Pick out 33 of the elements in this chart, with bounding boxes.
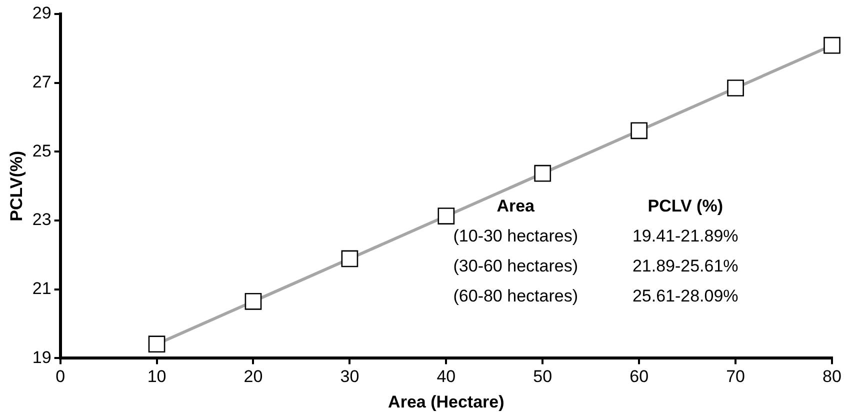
point — [341, 250, 358, 268]
x-tick-label: 40 — [436, 367, 456, 386]
x-tick-label: 50 — [533, 367, 552, 386]
annotation: PCLV (%) — [648, 196, 724, 216]
point — [534, 164, 552, 182]
x-tick-label: 30 — [340, 367, 360, 386]
annotation: Area — [496, 196, 536, 216]
y-tick-label: 25 — [32, 141, 52, 160]
x-tick-label: 20 — [244, 367, 263, 386]
x-tick-label: 10 — [147, 367, 166, 386]
annotation: (60-80 hectares) — [453, 286, 578, 306]
x-axis-title: Area (Hectare) — [388, 392, 504, 412]
x-tick-label: 70 — [726, 367, 745, 386]
annotation: (30-60 hectares) — [453, 256, 578, 276]
annotation: 25.61-28.09% — [632, 286, 738, 306]
x-tick-label: 0 — [56, 367, 66, 386]
annotation: (10-30 hectares) — [453, 226, 578, 246]
y-tick-label: 23 — [32, 210, 52, 230]
point — [148, 336, 166, 353]
y-tick-label: 29 — [32, 4, 52, 23]
y-tick-label: 19 — [32, 348, 52, 367]
point — [824, 36, 840, 54]
x-tick-label: 80 — [822, 367, 842, 386]
annotation: 21.89-25.61% — [632, 256, 738, 276]
point — [630, 122, 648, 140]
y-tick-label: 27 — [32, 72, 52, 92]
point — [727, 80, 744, 96]
y-tick-label: 21 — [32, 279, 52, 298]
x-tick-label: 60 — [630, 367, 649, 386]
point — [244, 292, 262, 310]
annotation: 19.41-21.89% — [632, 226, 738, 246]
y-axis-title: PCLV(%) — [6, 150, 26, 222]
point — [438, 208, 455, 224]
